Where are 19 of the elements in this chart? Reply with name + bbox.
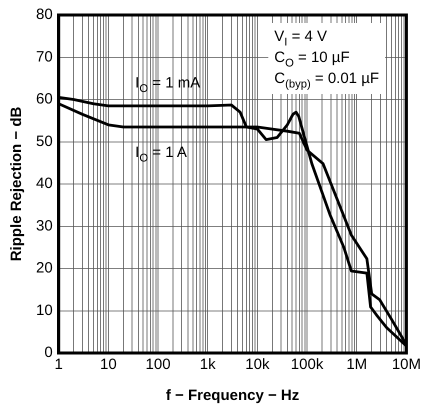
y-axis-title: Ripple Rejection − dB — [8, 106, 26, 262]
x-tick-label: 10k — [245, 356, 270, 374]
x-tick-label: 1 — [54, 356, 63, 374]
x-tick-label: 1k — [200, 356, 216, 374]
y-tick-label: 50 — [36, 132, 53, 150]
y-tick-label: 30 — [36, 217, 53, 234]
x-tick-label: 100 — [146, 356, 171, 374]
x-axis-title: f − Frequency − Hz — [166, 387, 300, 404]
x-tick-label: 10 — [100, 356, 117, 374]
y-tick-label: 70 — [36, 48, 53, 66]
y-tick-label: 20 — [36, 260, 53, 277]
x-tick-label: 10M — [392, 356, 422, 374]
y-tick-label: 40 — [36, 175, 53, 192]
y-tick-label: 60 — [36, 90, 53, 108]
y-tick-label: 0 — [44, 344, 53, 362]
y-tick-label: 10 — [36, 302, 53, 319]
x-tick-label: 1M — [346, 356, 368, 374]
x-tick-label: 100k — [290, 356, 324, 374]
y-tick-label: 80 — [36, 6, 53, 24]
